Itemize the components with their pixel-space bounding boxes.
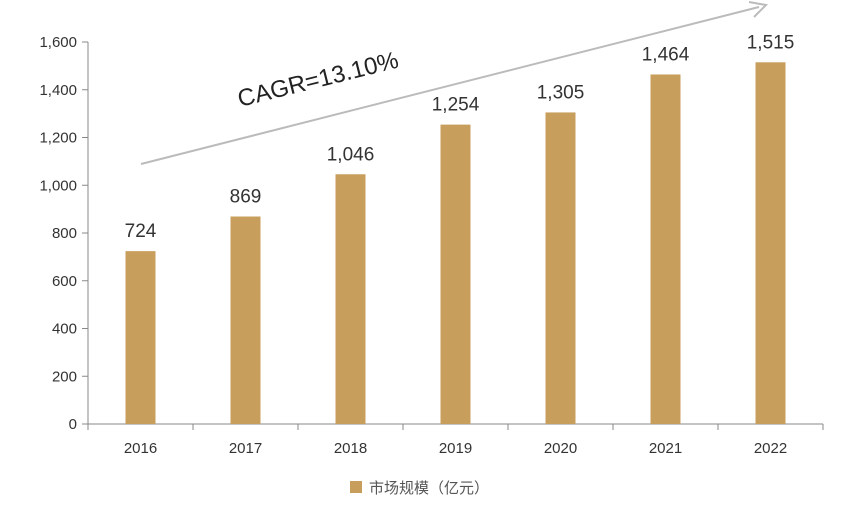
y-tick-label: 400 (52, 321, 77, 338)
x-tick-label: 2020 (544, 440, 577, 457)
bar-2016 (125, 251, 156, 424)
y-tick-label: 200 (52, 368, 77, 385)
y-tick-label: 1,200 (39, 130, 77, 147)
bar-2022 (755, 62, 786, 424)
data-label: 1,515 (747, 32, 795, 53)
data-label: 869 (230, 187, 262, 208)
y-axis: 0 200 400 600 800 1,000 1,200 1,400 1,600 (39, 34, 89, 433)
bar-2018 (335, 174, 366, 424)
data-labels: 724 869 1,046 1,254 1,305 1,464 1,515 (125, 32, 795, 242)
y-tick-label: 600 (52, 273, 77, 290)
y-tick-label: 1,600 (39, 34, 77, 51)
y-tick-label: 1,400 (39, 82, 77, 99)
x-tick-label: 2022 (754, 440, 787, 457)
cagr-arrow-head (748, 1, 769, 18)
bar-2017 (230, 216, 261, 424)
y-tick-label: 800 (52, 225, 77, 242)
bars (125, 62, 786, 425)
legend: 市场规模（亿元） (350, 479, 489, 497)
data-label: 724 (125, 221, 157, 242)
bar-2021 (650, 74, 681, 424)
data-label: 1,464 (642, 44, 690, 65)
y-tick-label: 1,000 (39, 177, 77, 194)
legend-label: 市场规模（亿元） (369, 479, 489, 497)
y-tick-label: 0 (69, 416, 77, 433)
bar-2020 (545, 112, 576, 425)
bar-2019 (440, 124, 471, 425)
x-axis: 2016 2017 2018 2019 2020 2021 2022 (87, 423, 824, 457)
cagr-label: CAGR=13.10% (235, 47, 401, 113)
data-label: 1,046 (327, 144, 375, 165)
legend-swatch (350, 481, 362, 493)
x-tick-label: 2019 (439, 440, 472, 457)
x-tick-label: 2017 (229, 440, 262, 457)
x-tick-label: 2021 (649, 440, 682, 457)
data-label: 1,305 (537, 82, 585, 103)
x-tick-label: 2016 (124, 440, 157, 457)
data-label: 1,254 (432, 95, 480, 116)
cagr-arrow (140, 6, 760, 165)
x-tick-label: 2018 (334, 440, 367, 457)
